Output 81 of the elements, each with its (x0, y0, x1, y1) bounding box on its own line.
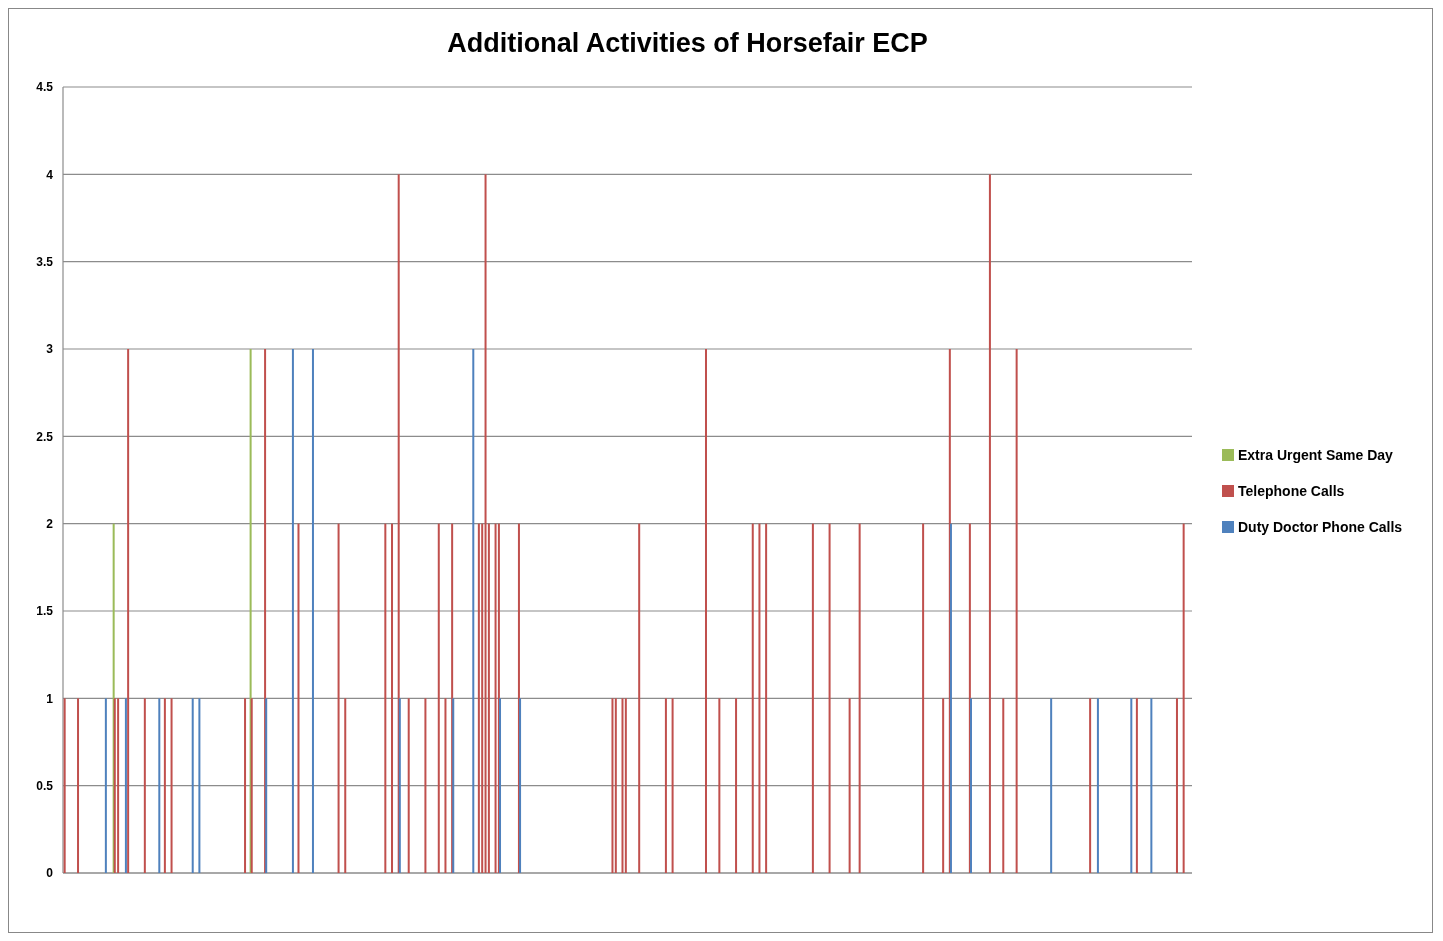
y-tick-label: 1.5 (36, 604, 54, 619)
bar (858, 523, 861, 873)
bar (624, 698, 627, 873)
bar (297, 523, 300, 873)
bar (170, 698, 173, 873)
bar (671, 698, 674, 873)
bar (1050, 698, 1053, 873)
bar (942, 698, 945, 873)
bar (291, 349, 294, 873)
bar (77, 698, 80, 873)
bar (127, 349, 130, 873)
bar (337, 523, 340, 873)
bar (63, 698, 66, 873)
bar (444, 698, 447, 873)
bar (828, 523, 831, 873)
bar (969, 698, 972, 873)
y-tick-label: 4.5 (36, 80, 54, 95)
bar (614, 698, 617, 873)
legend-label: Extra Urgent Same Day (1238, 446, 1394, 463)
bar (484, 174, 487, 873)
bar (163, 698, 166, 873)
bar (113, 698, 116, 873)
bar (424, 698, 427, 873)
bar (158, 698, 161, 873)
bar (621, 698, 624, 873)
y-tick-label: 2.5 (36, 429, 54, 444)
bar (398, 698, 401, 873)
bar (922, 523, 925, 873)
bar (1175, 698, 1178, 873)
bar (1130, 698, 1133, 873)
bar (1150, 698, 1153, 873)
legend-label: Telephone Calls (1238, 482, 1345, 499)
bar (1182, 523, 1185, 873)
bar (143, 698, 146, 873)
bar (384, 523, 387, 873)
bar (407, 698, 410, 873)
bar (198, 698, 201, 873)
y-tick-label: 3 (46, 342, 54, 357)
bar (1089, 698, 1092, 873)
bar (104, 698, 107, 873)
bar (718, 698, 721, 873)
bar (664, 698, 667, 873)
bar (611, 698, 614, 873)
y-tick-label: 0.5 (36, 778, 54, 793)
bar (344, 698, 347, 873)
bar (638, 523, 641, 873)
bar (1015, 349, 1018, 873)
y-tick-label: 0 (46, 866, 54, 881)
bar (481, 523, 484, 873)
bar (735, 698, 738, 873)
y-tick-label: 3.5 (36, 254, 54, 269)
bar (244, 698, 247, 873)
legend-label: Duty Doctor Phone Calls (1238, 518, 1403, 535)
bar (191, 698, 194, 873)
bar (250, 698, 253, 873)
bar (704, 349, 707, 873)
bar (949, 523, 952, 873)
bar (124, 698, 127, 873)
bar (1096, 698, 1099, 873)
bar (472, 349, 475, 873)
bar (499, 698, 502, 873)
bar (477, 523, 480, 873)
bar (391, 523, 394, 873)
bar (1135, 698, 1138, 873)
bar (311, 349, 314, 873)
y-tick-label: 4 (46, 167, 54, 182)
bar (1002, 698, 1005, 873)
bar (765, 523, 768, 873)
bar (811, 523, 814, 873)
bar (758, 523, 761, 873)
bar (988, 174, 991, 873)
bar (848, 698, 851, 873)
bar (117, 698, 120, 873)
bar (437, 523, 440, 873)
y-tick-label: 1 (46, 691, 54, 706)
chart-title: Additional Activities of Horsefair ECP (447, 28, 928, 58)
bar (751, 523, 754, 873)
bar (452, 698, 455, 873)
y-tick-label: 2 (46, 516, 54, 531)
bar (519, 698, 522, 873)
bar (265, 698, 268, 873)
